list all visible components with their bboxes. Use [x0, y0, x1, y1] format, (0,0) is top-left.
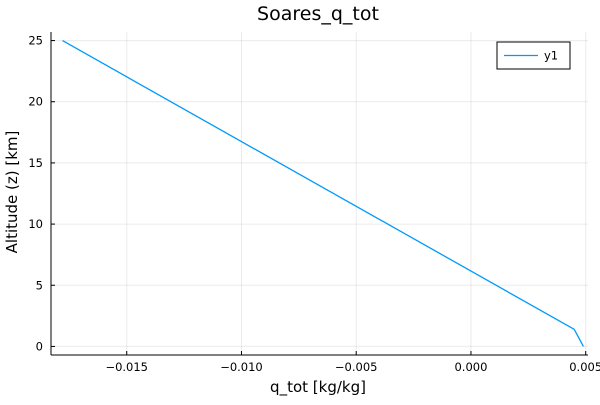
axes: −0.015 −0.010 −0.005 0.000 0.005 0 5 10 15 20 25 [28, 32, 600, 374]
x-axis-title: q_tot [kg/kg] [270, 378, 366, 397]
y-tick-label-1: 5 [36, 278, 43, 292]
series-line-y1 [62, 40, 584, 347]
y-tick-label-4: 20 [28, 95, 43, 109]
y-tick-label-0: 0 [36, 339, 43, 353]
x-tick-label-1: −0.010 [220, 360, 263, 374]
grid [51, 32, 588, 355]
y-tick-label-5: 25 [28, 34, 43, 48]
chart-title: Soares_q_tot [257, 3, 379, 25]
y-tick-label-2: 10 [28, 217, 43, 231]
x-tick-label-4: 0.005 [569, 360, 600, 374]
legend: y1 [496, 41, 571, 70]
y-axis-title: Altitude (z) [km] [3, 131, 21, 254]
x-tick-label-3: 0.000 [454, 360, 487, 374]
x-tick-label-0: −0.015 [105, 360, 148, 374]
y-tick-label-3: 15 [28, 156, 43, 170]
x-tick-label-2: −0.005 [335, 360, 378, 374]
series [62, 40, 584, 347]
legend-label-y1: y1 [544, 49, 558, 63]
